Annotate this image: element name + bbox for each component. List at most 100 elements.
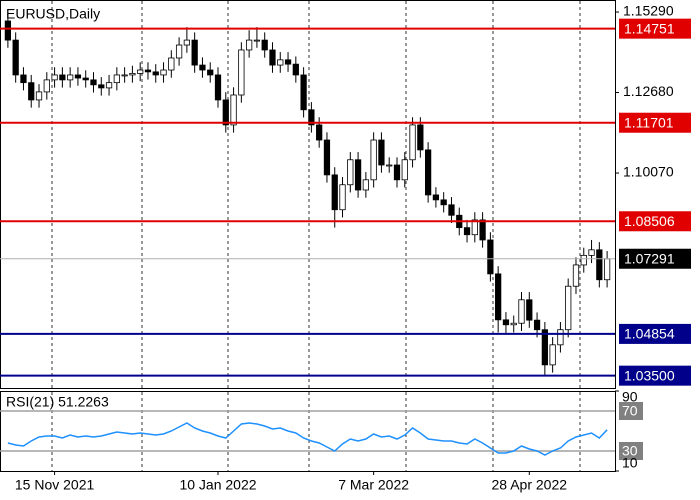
candle-body xyxy=(588,249,595,256)
candle-body xyxy=(533,319,541,331)
candle-body xyxy=(98,84,105,89)
candle-body xyxy=(152,71,159,76)
candle-body xyxy=(292,63,299,76)
y-tick-label: 1.15290 xyxy=(623,3,674,19)
price-panel-frame xyxy=(0,0,616,389)
candle-body xyxy=(269,49,276,66)
rsi-label: RSI(21) 51.2263 xyxy=(6,394,109,410)
candle-body xyxy=(129,73,136,76)
rsi-level-box xyxy=(619,442,643,460)
level-label: 1.03500 xyxy=(624,367,675,383)
candle-body xyxy=(207,69,214,76)
candle-body xyxy=(238,49,245,96)
last-price-box xyxy=(619,248,691,269)
candle-body xyxy=(284,59,292,65)
candle-body xyxy=(90,79,97,86)
candle-body xyxy=(67,74,74,81)
candle-body xyxy=(28,82,35,101)
level-label-box xyxy=(619,211,691,232)
candle-body xyxy=(277,59,284,66)
candle-body xyxy=(300,74,307,111)
x-tick-label: 15 Nov 2021 xyxy=(15,477,95,493)
level-label-box xyxy=(619,18,691,39)
level-label-box xyxy=(619,323,691,344)
candle-body xyxy=(440,199,447,206)
candle-body xyxy=(105,82,113,89)
rsi-level-label: 30 xyxy=(622,443,638,459)
candle-body xyxy=(362,179,369,191)
candle-body xyxy=(424,149,432,196)
candle-body xyxy=(51,74,58,81)
candle-body xyxy=(378,139,385,166)
candle-body xyxy=(214,74,222,101)
candle-body xyxy=(222,99,229,126)
x-tick-label: 7 Mar 2022 xyxy=(338,477,409,493)
candle-body xyxy=(463,227,471,236)
x-tick-label: 28 Apr 2022 xyxy=(492,477,568,493)
level-label: 1.14751 xyxy=(624,20,675,36)
y-tick-label: 1.10070 xyxy=(623,164,674,180)
candle-body xyxy=(261,39,268,51)
candle-body xyxy=(495,273,502,321)
candle-body xyxy=(199,64,206,71)
candle-body xyxy=(596,249,603,281)
plot xyxy=(4,13,611,376)
candle-body xyxy=(572,264,580,287)
candle-body xyxy=(471,219,478,236)
candle-body xyxy=(386,164,393,167)
candle-body xyxy=(175,44,183,59)
last-price-label: 1.07291 xyxy=(624,250,675,266)
candle-body xyxy=(168,57,175,71)
rsi-level-box xyxy=(619,402,643,420)
chart-title: EURUSD,Daily xyxy=(6,6,100,22)
candle-body xyxy=(401,159,408,181)
level-label: 1.11701 xyxy=(624,114,674,130)
vertical-grid xyxy=(51,1,581,471)
level-label: 1.04854 xyxy=(624,326,675,342)
candle-body xyxy=(557,329,564,346)
candle-body xyxy=(74,74,82,79)
candle-body xyxy=(432,194,440,201)
candle-body xyxy=(113,74,120,84)
candle-body xyxy=(549,344,556,366)
candle-body xyxy=(580,254,587,266)
candle-body xyxy=(82,77,89,81)
candle-body xyxy=(191,39,198,66)
candle-body xyxy=(487,239,494,275)
candle-body xyxy=(565,285,572,331)
candle-body xyxy=(518,299,525,324)
candle-body xyxy=(417,124,424,151)
candle-body xyxy=(59,74,66,81)
rsi-level-label: 70 xyxy=(622,403,638,419)
candle-body xyxy=(183,39,191,46)
candle-body xyxy=(541,329,548,366)
candle-body xyxy=(479,219,486,241)
candle-body xyxy=(121,74,128,77)
candle-body xyxy=(4,20,12,41)
candle-body xyxy=(12,39,19,76)
rsi-line xyxy=(7,422,608,456)
candle-body xyxy=(448,204,455,216)
rsi-y-tick-label: 10 xyxy=(622,455,638,471)
candle-body xyxy=(144,69,152,73)
level-label-box xyxy=(619,365,691,386)
candle-body xyxy=(393,164,401,181)
candle-body xyxy=(354,159,362,191)
candle-body xyxy=(230,94,237,126)
x-tick-label: 10 Jan 2022 xyxy=(179,477,256,493)
candle-body xyxy=(316,124,323,141)
candle-body xyxy=(253,39,261,42)
candle-body xyxy=(347,159,354,186)
candle-body xyxy=(323,139,331,176)
candle-body xyxy=(43,79,50,93)
candle-body xyxy=(409,124,416,161)
candle-body xyxy=(20,74,27,84)
candle-body xyxy=(526,299,533,321)
candle-body xyxy=(35,91,43,101)
candle-body xyxy=(246,39,253,51)
candle-body xyxy=(339,184,346,211)
rsi-panel-frame xyxy=(0,391,616,472)
candle-body xyxy=(331,174,338,211)
candle-body xyxy=(370,139,377,181)
